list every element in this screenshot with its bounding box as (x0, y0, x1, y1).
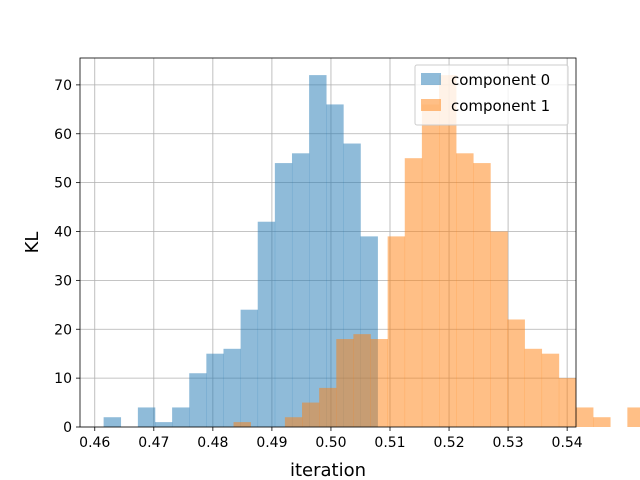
y-tick-label: 70 (54, 78, 72, 94)
x-tick-label: 0.46 (79, 435, 110, 451)
bar-component-0 (257, 221, 276, 427)
bar-component-1 (576, 407, 594, 427)
bar-component-1 (404, 158, 423, 427)
bar-component-1 (302, 402, 320, 427)
bar-component-1 (319, 387, 337, 427)
bar-component-0 (309, 75, 327, 427)
y-tick-label: 20 (54, 322, 72, 338)
bar-component-1 (507, 319, 525, 427)
y-tick-label: 30 (54, 273, 72, 289)
x-tick-label: 0.51 (374, 435, 405, 451)
bar-component-1 (490, 231, 508, 427)
bar-component-1 (370, 339, 388, 427)
legend-box (414, 64, 569, 126)
bar-component-0 (172, 407, 190, 427)
bar-component-1 (439, 75, 457, 427)
x-tick-label: 0.49 (256, 435, 287, 451)
legend-label-component-0: component 0 (451, 71, 550, 89)
x-tick-label: 0.53 (493, 435, 524, 451)
y-tick-label: 50 (54, 176, 72, 192)
bar-component-1 (233, 422, 251, 427)
bar-component-1 (387, 236, 406, 427)
y-tick-label: 10 (54, 371, 72, 387)
bar-component-1 (284, 417, 303, 427)
plot-frame (79, 57, 577, 428)
x-tick-label: 0.52 (433, 435, 464, 451)
bar-component-1 (353, 334, 371, 427)
bar-component-1 (456, 153, 474, 428)
x-tick-label: 0.47 (138, 435, 169, 451)
bar-component-1 (524, 348, 543, 427)
axis-ticks: 0.46 0.47 0.48 0.49 0.50 0.51 0.52 0.53 0.54 0 10 2… (54, 78, 583, 451)
legend-label-component-1: component 1 (451, 97, 550, 115)
bar-component-0 (154, 422, 173, 427)
bar-component-0 (137, 407, 156, 427)
bar-component-0 (240, 309, 259, 427)
x-tick-label: 0.54 (552, 435, 583, 451)
bar-component-0 (103, 417, 122, 427)
bar-component-1 (473, 163, 491, 427)
bar-component-0 (291, 153, 310, 428)
bar-component-1 (558, 378, 577, 427)
y-axis-label: KL (22, 232, 43, 254)
bar-component-0 (223, 348, 241, 427)
bar-component-1 (336, 339, 354, 427)
x-tick-label: 0.50 (315, 435, 346, 451)
legend-swatch-component-1 (421, 99, 441, 111)
y-tick-label: 0 (63, 420, 72, 436)
histogram-bars (103, 75, 640, 428)
y-tick-label: 40 (54, 225, 72, 241)
bar-component-0 (189, 373, 207, 427)
bar-component-0 (206, 353, 224, 427)
y-tick-label: 60 (54, 127, 72, 143)
legend: component 0 component 1 (414, 64, 569, 126)
bar-component-1 (627, 407, 640, 427)
x-tick-label: 0.48 (197, 435, 228, 451)
bar-component-1 (421, 104, 440, 427)
bar-component-1 (541, 353, 560, 427)
bar-component-1 (593, 417, 611, 427)
x-axis-label: iteration (290, 460, 366, 480)
bar-component-0 (274, 163, 293, 427)
legend-swatch-component-0 (421, 73, 441, 85)
